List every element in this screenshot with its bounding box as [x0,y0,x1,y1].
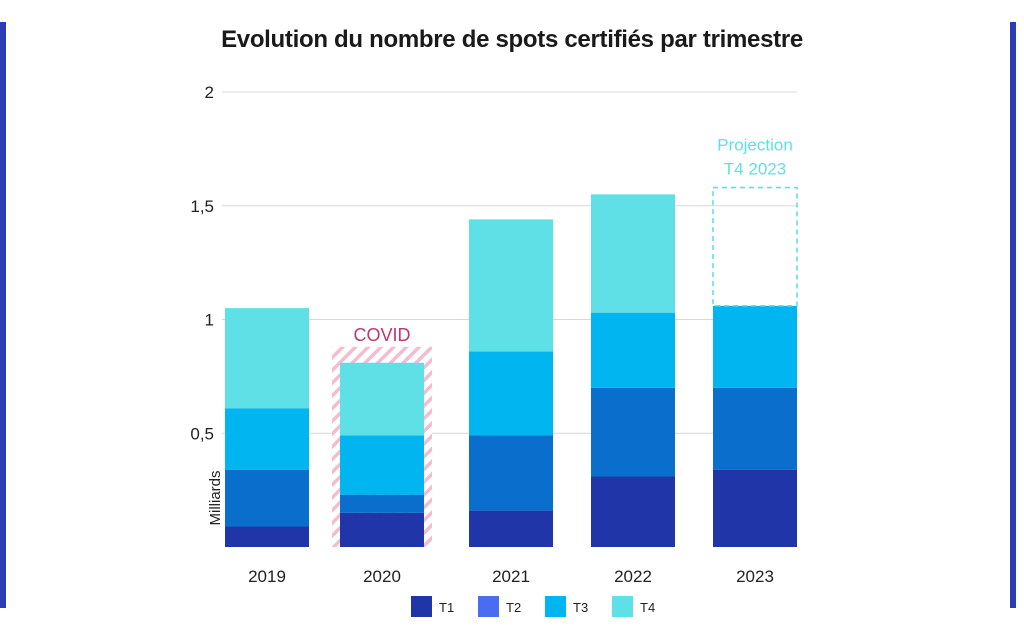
legend-swatch-t2 [478,596,499,617]
bar-2020-t3 [340,435,424,495]
right-accent-bar [1010,22,1016,608]
projection-label-line1: Projection [717,136,793,155]
bar-2021-t3 [469,351,553,436]
covid-label: COVID [353,325,410,345]
bar-2022-t2 [591,387,675,477]
bar-2019-t2 [225,469,309,527]
projection-label-line2: T4 2023 [724,160,786,179]
x-tick-label: 2023 [736,567,774,586]
legend-swatch-t3 [545,596,566,617]
bar-2022-t4 [591,194,675,313]
bar-2019-t4 [225,308,309,409]
bar-2020-t4 [340,362,424,436]
legend-label-t4: T4 [640,600,655,615]
legend-label-t2: T2 [506,600,521,615]
left-accent-bar [0,22,6,608]
x-tick-label: 2021 [492,567,530,586]
bar-2019-t1 [225,526,309,547]
legend-swatch-t4 [612,596,633,617]
bar-2022-t1 [591,476,675,547]
bar-2022-t3 [591,312,675,388]
bar-2023-t1 [713,469,797,547]
y-tick-label: 1,5 [190,197,214,216]
x-tick-label: 2020 [363,567,401,586]
legend-swatch-t1 [411,596,432,617]
legend-label-t3: T3 [573,600,588,615]
bar-2023-t2 [713,387,797,470]
y-tick-label: 1 [205,311,214,330]
bar-2019-t3 [225,408,309,470]
bar-2020-t2 [340,494,424,513]
legend-label-t1: T1 [439,600,454,615]
y-tick-label: 2 [205,83,214,102]
bar-2020-t1 [340,512,424,547]
projection-dashed-box [712,186,798,307]
y-axis-label: Milliards [207,470,224,525]
bar-2021-t4 [469,219,553,352]
bar-2023-t3 [713,305,797,388]
x-tick-label: 2019 [248,567,286,586]
y-tick-label: 0,5 [190,424,214,443]
x-tick-label: 2022 [614,567,652,586]
bar-2021-t2 [469,435,553,511]
chart-title: Evolution du nombre de spots certifiés p… [221,26,803,53]
bar-2021-t1 [469,510,553,547]
